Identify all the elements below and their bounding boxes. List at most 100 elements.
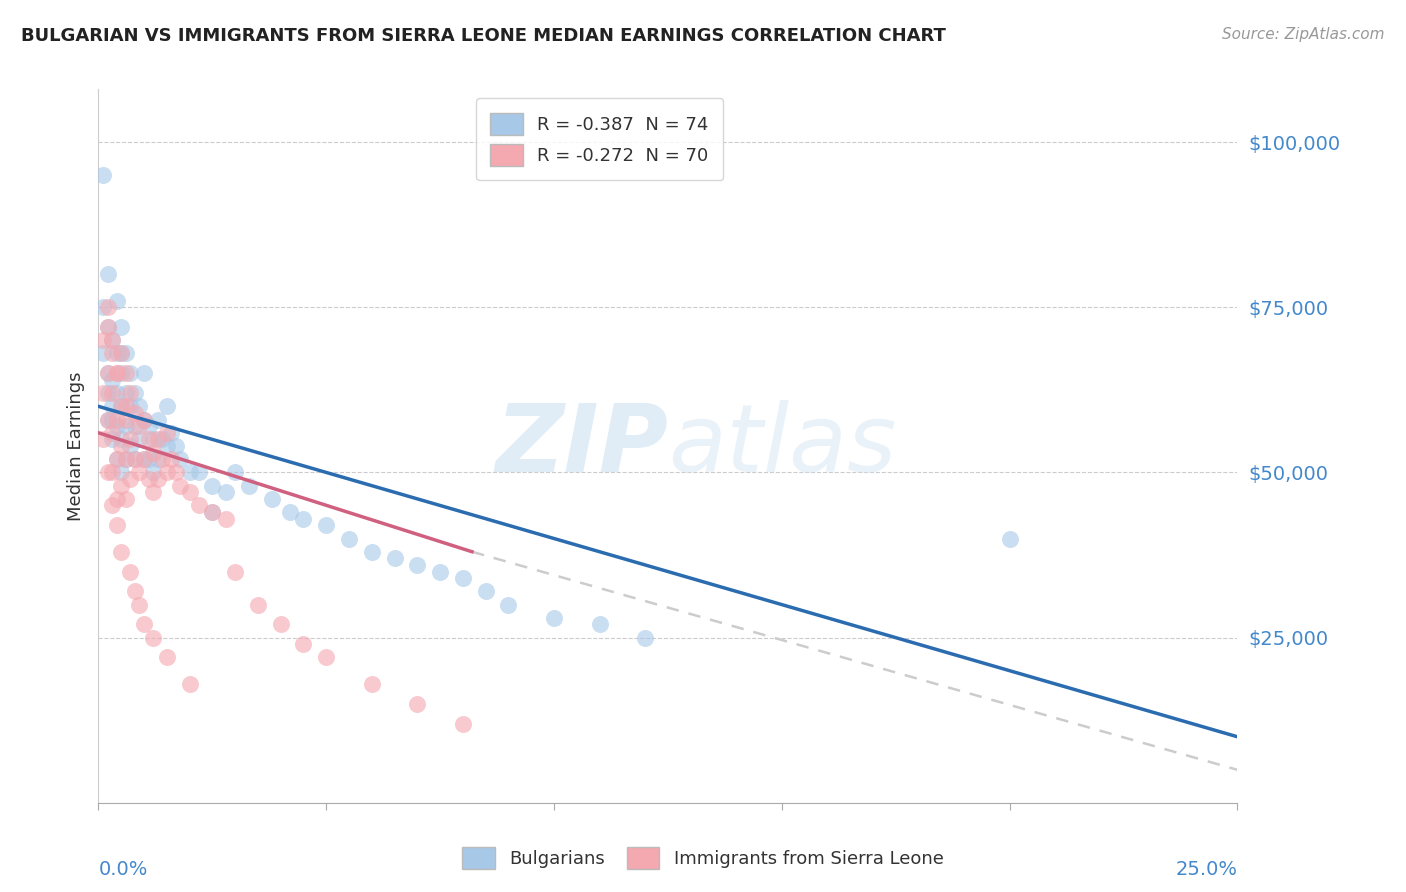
Point [132, 452, 155, 467]
Point [169, 452, 191, 467]
Point [224, 565, 246, 579]
Point [91, 333, 114, 347]
Point [114, 491, 136, 506]
Point [101, 499, 124, 513]
Point [179, 466, 201, 480]
Point [278, 505, 301, 519]
Point [142, 631, 165, 645]
Point [101, 373, 124, 387]
Point [110, 478, 132, 492]
Point [132, 617, 155, 632]
Point [96, 300, 118, 314]
Point [105, 293, 128, 308]
Point [105, 412, 128, 426]
Text: 25.0%: 25.0% [1175, 860, 1237, 879]
Point [91, 300, 114, 314]
Point [998, 532, 1021, 546]
Point [138, 433, 160, 447]
Point [110, 346, 132, 360]
Point [146, 412, 169, 426]
Point [96, 412, 118, 426]
Point [451, 571, 474, 585]
Y-axis label: Median Earnings: Median Earnings [66, 371, 84, 521]
Point [105, 346, 128, 360]
Point [101, 412, 124, 426]
Point [474, 584, 496, 599]
Point [224, 466, 246, 480]
Point [114, 452, 136, 467]
Point [114, 346, 136, 360]
Point [128, 466, 150, 480]
Point [124, 452, 146, 467]
Point [132, 452, 155, 467]
Point [406, 697, 429, 711]
Point [91, 168, 114, 182]
Legend: R = -0.387  N = 74, R = -0.272  N = 70: R = -0.387 N = 74, R = -0.272 N = 70 [475, 98, 723, 180]
Point [451, 716, 474, 731]
Point [150, 452, 173, 467]
Point [156, 466, 179, 480]
Point [110, 320, 132, 334]
Point [110, 346, 132, 360]
Point [114, 452, 136, 467]
Point [429, 565, 451, 579]
Point [543, 611, 565, 625]
Point [101, 400, 124, 414]
Point [105, 419, 128, 434]
Point [260, 491, 283, 506]
Point [146, 472, 169, 486]
Point [124, 584, 146, 599]
Point [384, 551, 406, 566]
Point [120, 472, 142, 486]
Text: ZIP: ZIP [495, 400, 668, 492]
Point [110, 400, 132, 414]
Point [91, 346, 114, 360]
Text: atlas: atlas [668, 401, 896, 491]
Point [114, 400, 136, 414]
Legend: Bulgarians, Immigrants from Sierra Leone: Bulgarians, Immigrants from Sierra Leone [453, 838, 953, 879]
Point [146, 433, 169, 447]
Text: Source: ZipAtlas.com: Source: ZipAtlas.com [1222, 27, 1385, 42]
Point [124, 419, 146, 434]
Point [124, 406, 146, 420]
Point [360, 545, 382, 559]
Point [292, 637, 315, 651]
Point [156, 400, 179, 414]
Point [315, 518, 337, 533]
Point [201, 505, 224, 519]
Point [101, 386, 124, 401]
Point [96, 320, 118, 334]
Point [138, 419, 160, 434]
Point [160, 452, 183, 467]
Point [110, 545, 132, 559]
Point [110, 433, 132, 447]
Point [138, 452, 160, 467]
Point [101, 333, 124, 347]
Point [120, 367, 142, 381]
Point [165, 466, 187, 480]
Point [315, 650, 337, 665]
Point [360, 677, 382, 691]
Point [101, 466, 124, 480]
Point [96, 267, 118, 281]
Point [246, 598, 269, 612]
Point [160, 425, 183, 440]
Text: BULGARIAN VS IMMIGRANTS FROM SIERRA LEONE MEDIAN EARNINGS CORRELATION CHART: BULGARIAN VS IMMIGRANTS FROM SIERRA LEON… [21, 27, 946, 45]
Point [120, 400, 142, 414]
Point [124, 452, 146, 467]
Point [142, 466, 165, 480]
Point [132, 412, 155, 426]
Point [406, 558, 429, 572]
Point [114, 367, 136, 381]
Point [120, 439, 142, 453]
Point [156, 439, 179, 453]
Point [110, 466, 132, 480]
Point [179, 677, 201, 691]
Point [292, 511, 315, 525]
Point [142, 485, 165, 500]
Point [110, 367, 132, 381]
Point [165, 439, 187, 453]
Point [110, 439, 132, 453]
Point [105, 491, 128, 506]
Point [96, 412, 118, 426]
